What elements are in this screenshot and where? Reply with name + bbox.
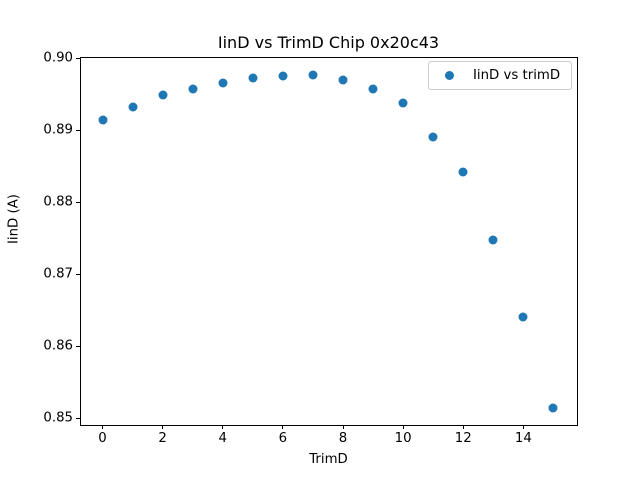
x-tick-mark (102, 425, 104, 429)
scatter-point (458, 167, 468, 177)
scatter-point (398, 98, 408, 108)
chart-title: IinD vs TrimD Chip 0x20c43 (217, 33, 440, 52)
x-tick-mark (282, 425, 284, 429)
legend: IinD vs trimD (428, 61, 572, 90)
y-tick-mark (76, 201, 80, 203)
scatter-point (158, 90, 168, 100)
y-tick-label: 0.90 (43, 50, 73, 66)
x-tick-label: 12 (454, 431, 472, 446)
scatter-point (548, 403, 558, 413)
y-tick-label: 0.86 (43, 338, 73, 354)
x-tick-mark (402, 425, 404, 429)
y-tick-mark (76, 57, 80, 59)
x-tick-mark (342, 425, 344, 429)
scatter-point (128, 102, 138, 112)
scatter-point (488, 235, 498, 245)
scatter-point (188, 84, 198, 94)
scatter-point (98, 115, 108, 125)
x-tick-label: 2 (158, 431, 167, 446)
scatter-point (218, 78, 228, 88)
y-tick-label: 0.87 (43, 266, 73, 282)
y-tick-mark (76, 273, 80, 275)
y-tick-mark (76, 417, 80, 419)
y-tick-label: 0.85 (43, 410, 73, 426)
scatter-point (308, 70, 318, 80)
x-tick-mark (222, 425, 224, 429)
x-tick-label: 10 (394, 431, 412, 446)
scatter-point (428, 132, 438, 142)
plot-area (80, 57, 578, 426)
scatter-point (248, 73, 258, 83)
x-tick-label: 0 (98, 431, 107, 446)
x-tick-label: 14 (514, 431, 532, 446)
x-tick-label: 6 (278, 431, 288, 446)
legend-marker-dot (445, 71, 454, 80)
scatter-point (518, 312, 528, 322)
x-tick-label: 4 (218, 431, 228, 446)
x-tick-mark (462, 425, 464, 429)
scatter-point (278, 71, 288, 81)
y-tick-mark (76, 345, 80, 347)
scatter-point (338, 75, 348, 85)
y-tick-label: 0.88 (43, 194, 73, 210)
x-tick-label: 8 (338, 431, 348, 446)
x-axis-label: TrimD (309, 452, 348, 467)
y-tick-mark (76, 129, 80, 131)
x-tick-mark (162, 425, 164, 429)
y-tick-label: 0.89 (43, 122, 73, 138)
scatter-point (368, 84, 378, 94)
y-axis-label-text: IinD (A) (6, 194, 22, 244)
x-tick-mark (522, 425, 524, 429)
legend-label: IinD vs trimD (473, 68, 561, 83)
